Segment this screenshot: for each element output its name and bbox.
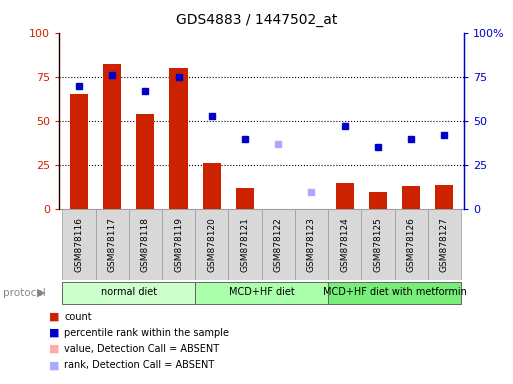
Text: rank, Detection Call = ABSENT: rank, Detection Call = ABSENT — [64, 360, 214, 370]
Bar — [361, 209, 394, 280]
Bar — [136, 114, 154, 209]
Text: GSM878116: GSM878116 — [74, 217, 84, 272]
Text: ■: ■ — [49, 328, 59, 338]
Bar — [394, 209, 428, 280]
Bar — [428, 209, 461, 280]
Text: ▶: ▶ — [37, 288, 46, 298]
Text: MCD+HF diet with metformin: MCD+HF diet with metformin — [323, 287, 466, 297]
Bar — [402, 186, 420, 209]
Text: count: count — [64, 312, 92, 322]
Bar — [103, 65, 121, 209]
Bar — [236, 188, 254, 209]
Bar — [203, 163, 221, 209]
Bar — [162, 209, 195, 280]
Text: GSM878117: GSM878117 — [108, 217, 116, 272]
Text: GDS4883 / 1447502_at: GDS4883 / 1447502_at — [176, 13, 337, 27]
Bar — [435, 185, 453, 209]
Text: MCD+HF diet: MCD+HF diet — [229, 287, 294, 297]
Text: ■: ■ — [49, 344, 59, 354]
Bar — [62, 209, 95, 280]
Text: protocol: protocol — [3, 288, 45, 298]
Text: GSM878119: GSM878119 — [174, 217, 183, 272]
Text: normal diet: normal diet — [101, 287, 157, 297]
Text: value, Detection Call = ABSENT: value, Detection Call = ABSENT — [64, 344, 219, 354]
Text: GSM878124: GSM878124 — [340, 217, 349, 272]
Text: GSM878127: GSM878127 — [440, 217, 449, 272]
Bar — [195, 209, 228, 280]
Text: GSM878122: GSM878122 — [274, 217, 283, 272]
Text: GSM878118: GSM878118 — [141, 217, 150, 272]
Bar — [62, 281, 195, 304]
Bar — [262, 209, 295, 280]
Text: GSM878126: GSM878126 — [407, 217, 416, 272]
Bar — [328, 209, 361, 280]
Bar — [336, 183, 354, 209]
Bar — [295, 209, 328, 280]
Bar — [70, 94, 88, 209]
Bar — [129, 209, 162, 280]
Bar — [95, 209, 129, 280]
Text: percentile rank within the sample: percentile rank within the sample — [64, 328, 229, 338]
Bar — [228, 209, 262, 280]
Text: GSM878123: GSM878123 — [307, 217, 316, 272]
Bar — [195, 281, 328, 304]
Bar — [369, 192, 387, 209]
Text: GSM878121: GSM878121 — [241, 217, 249, 272]
Bar — [169, 68, 188, 209]
Text: GSM878120: GSM878120 — [207, 217, 216, 272]
Text: GSM878125: GSM878125 — [373, 217, 382, 272]
Text: ■: ■ — [49, 312, 59, 322]
Text: ■: ■ — [49, 360, 59, 370]
Bar — [328, 281, 461, 304]
